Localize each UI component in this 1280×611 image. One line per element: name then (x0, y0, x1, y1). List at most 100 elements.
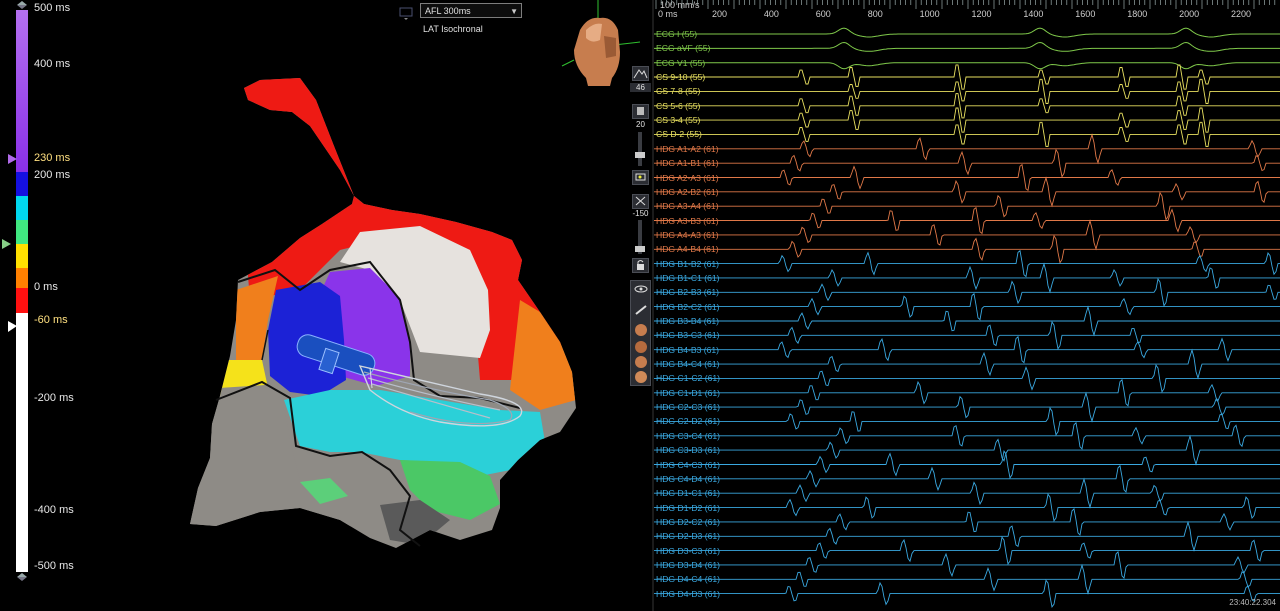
trace-line[interactable] (654, 163, 1280, 192)
channel-label[interactable]: HDG D2-C2 (61) (656, 516, 720, 527)
lower-threshold-marker-icon[interactable] (8, 321, 17, 332)
channel-label[interactable]: HDG A1-B1 (61) (656, 158, 719, 169)
mountain-view-button[interactable] (632, 66, 649, 81)
channel-label[interactable]: HDG A1-A2 (61) (656, 143, 719, 154)
trace-line[interactable] (654, 249, 1280, 278)
catheter-icon[interactable] (634, 305, 648, 315)
channel-label[interactable]: HDG C2-C3 (61) (656, 402, 720, 413)
channel-label[interactable]: HDG A2-A3 (61) (656, 172, 719, 183)
channel-label[interactable]: HDG B1-B2 (61) (656, 258, 720, 269)
slider-2-thumb[interactable] (635, 246, 645, 252)
channel-label[interactable]: ECG aVF (55) (656, 43, 711, 54)
channel-label[interactable]: HDG C1-C2 (61) (656, 373, 720, 384)
trace-line[interactable] (654, 348, 1280, 380)
trace-line[interactable] (654, 133, 1280, 165)
trace-line[interactable] (654, 93, 1280, 119)
channel-label[interactable]: ECG V1 (55) (656, 57, 706, 68)
channel-label[interactable]: HDG B1-C1 (61) (656, 272, 720, 283)
channel-label[interactable]: CS 5-6 (55) (656, 100, 701, 111)
scale-bottom-handle-icon[interactable] (16, 572, 28, 582)
contour-button[interactable] (632, 104, 649, 119)
signal-traces[interactable] (654, 0, 1280, 611)
channel-label[interactable]: HDG B3-B4 (61) (656, 316, 720, 326)
orientation-torso-icon[interactable] (560, 0, 642, 92)
channel-label[interactable]: HDG D3-D4 (61) (656, 559, 720, 570)
heart-view-1-icon[interactable] (634, 323, 648, 337)
trace-line[interactable] (654, 421, 1280, 450)
channel-label[interactable]: HDG D3-C3 (61) (656, 545, 720, 556)
channel-label[interactable]: HDG D4-C4 (61) (656, 574, 720, 585)
lat-anatomy-map[interactable] (0, 0, 628, 611)
channel-label[interactable]: HDG B3-C3 (61) (656, 330, 720, 341)
lock-button[interactable] (632, 258, 649, 273)
eye-icon[interactable] (634, 284, 648, 294)
map-mode-dropdown[interactable]: AFL 300ms ▼ (420, 3, 522, 18)
channel-label[interactable]: HDG C3-C4 (61) (656, 430, 720, 441)
heart-view-4-icon[interactable] (634, 370, 648, 384)
map-layer-icon[interactable] (399, 6, 413, 20)
channel-label[interactable]: HDG D4-D3 (61) (656, 588, 720, 599)
trace-line[interactable] (654, 191, 1280, 221)
time-ruler[interactable]: 200 400 600 800 1000 1200 1400 1600 1800 2000 2200 (654, 0, 1280, 20)
channel-label[interactable]: HDG C1-D1 (61) (656, 387, 720, 398)
trace-line[interactable] (654, 434, 1280, 466)
trace-line[interactable] (654, 363, 1280, 393)
map-panel[interactable]: 500 ms 400 ms 230 ms 200 ms 0 ms -60 ms -200 m… (0, 0, 652, 611)
channel-label[interactable]: HDG C2-D2 (61) (656, 416, 720, 427)
trace-line[interactable] (654, 563, 1280, 595)
trace-line[interactable] (654, 234, 1280, 264)
channel-label[interactable]: HDG C4-D4 (61) (656, 473, 720, 484)
trace-line[interactable] (654, 78, 1280, 104)
panel-divider[interactable] (652, 0, 654, 611)
add-point-button[interactable] (632, 170, 649, 185)
slider-2[interactable] (635, 220, 645, 254)
trace-line[interactable] (654, 507, 1280, 536)
trace-line[interactable] (654, 206, 1280, 235)
channel-label[interactable]: ECG I (55) (656, 29, 698, 39)
trace-line[interactable] (654, 148, 1280, 178)
trace-line[interactable] (654, 391, 1280, 423)
channel-label[interactable]: HDG B4-B3 (61) (656, 344, 720, 355)
trace-line[interactable] (654, 520, 1280, 552)
channel-label[interactable]: HDG D2-D3 (61) (656, 531, 720, 542)
channel-label[interactable]: HDG A2-B2 (61) (656, 186, 719, 197)
midpoint-marker-icon[interactable] (2, 239, 11, 249)
trace-line[interactable] (654, 277, 1280, 307)
trace-line[interactable] (654, 320, 1280, 350)
trace-line[interactable] (654, 464, 1280, 493)
channel-label[interactable]: HDG B2-C2 (61) (656, 301, 720, 312)
trace-line[interactable] (654, 176, 1280, 208)
channel-label[interactable]: HDG A4-B4 (61) (656, 244, 719, 255)
trace-line[interactable] (654, 41, 1280, 52)
channel-label[interactable]: HDG A3-A4 (61) (656, 201, 719, 212)
channel-label[interactable]: HDG A4-A3 (61) (656, 229, 719, 240)
slider-1-thumb[interactable] (635, 152, 645, 158)
channel-label[interactable]: HDG B4-C4 (61) (656, 359, 720, 370)
scale-top-handle-icon[interactable] (16, 0, 28, 10)
trace-line[interactable] (654, 27, 1280, 38)
trace-line[interactable] (654, 378, 1280, 407)
channel-label[interactable]: HDG A3-B3 (61) (656, 215, 719, 226)
channel-label[interactable]: HDG C4-C3 (61) (656, 459, 720, 470)
channel-label[interactable]: CS 7-8 (55) (656, 86, 701, 97)
trace-line[interactable] (654, 550, 1280, 579)
signals-panel[interactable]: 100 mm/s 0 ms 200 400 600 800 1000 1200 1400 16… (654, 0, 1280, 611)
trace-line[interactable] (654, 406, 1280, 436)
trace-line[interactable] (654, 477, 1280, 509)
trace-line[interactable] (654, 64, 1280, 90)
trace-line[interactable] (654, 493, 1280, 522)
trace-line[interactable] (654, 305, 1280, 337)
trace-line[interactable] (654, 219, 1280, 251)
channel-label[interactable]: CS 3-4 (55) (656, 115, 701, 126)
trace-line[interactable] (654, 62, 1280, 70)
channel-label[interactable]: HDG D1-C1 (61) (656, 488, 720, 499)
heart-view-2-icon[interactable] (634, 340, 648, 354)
trace-line[interactable] (654, 450, 1280, 479)
heart-view-3-icon[interactable] (634, 355, 648, 369)
channel-label[interactable]: HDG D1-D2 (61) (656, 502, 720, 513)
trace-line[interactable] (654, 262, 1280, 294)
trace-line[interactable] (654, 335, 1280, 364)
trace-line[interactable] (654, 292, 1280, 321)
trace-line[interactable] (654, 579, 1280, 608)
trace-line[interactable] (654, 107, 1280, 133)
